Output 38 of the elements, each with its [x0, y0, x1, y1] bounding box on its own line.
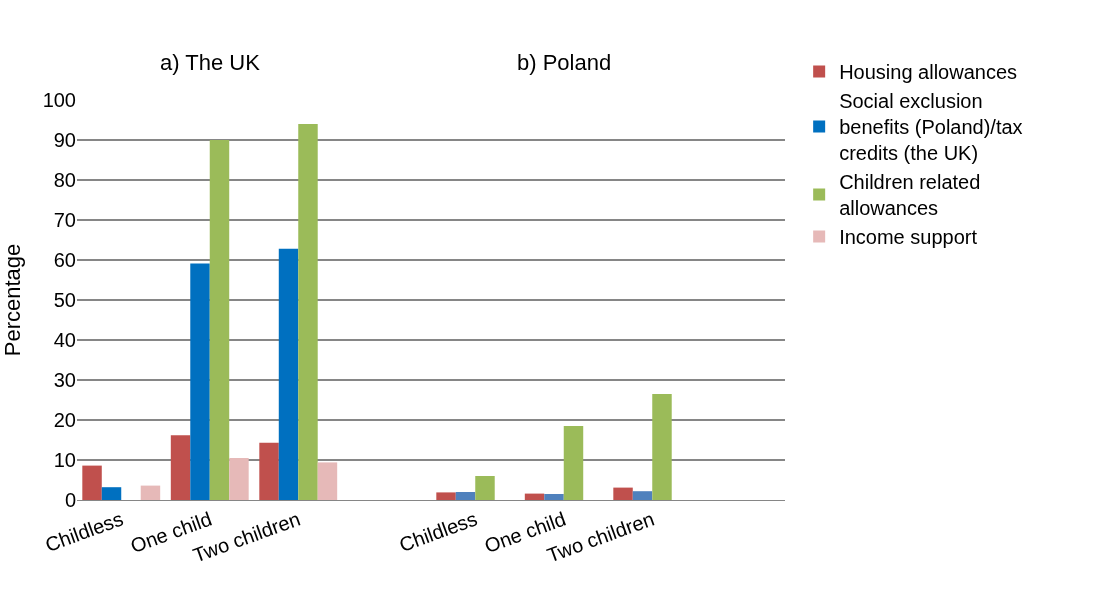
y-tick-label: 80: [53, 169, 76, 191]
bar: [229, 458, 249, 500]
y-tick-label: 20: [53, 409, 76, 431]
y-tick-label: 60: [53, 249, 76, 271]
y-tick-label: 10: [53, 449, 76, 471]
bar: [563, 426, 584, 500]
bar: [436, 492, 456, 500]
text: a) The UK: [160, 50, 261, 75]
bar: [101, 487, 122, 500]
y-tick-label: 50: [53, 289, 76, 311]
bar: [317, 462, 338, 500]
legend-label: Housing allowances: [839, 61, 1018, 84]
bar: [455, 492, 476, 500]
y-tick-label: 70: [53, 209, 76, 231]
bar: [259, 442, 279, 500]
bar: [278, 248, 299, 500]
legend-label: Social exclusion benefits (Poland)/tax credits (the UK): [839, 90, 1023, 165]
y-tick-label: 100: [42, 89, 76, 111]
legend-label: Children related allowances: [839, 171, 981, 220]
bar: [298, 124, 318, 500]
y-tick-label: 40: [53, 329, 76, 351]
bar: [209, 140, 230, 500]
y-tick-label: 30: [53, 369, 76, 391]
bar: [190, 263, 210, 500]
bar: [632, 491, 653, 500]
bar: [475, 476, 495, 500]
bar: [170, 435, 191, 500]
legend-label: Income support: [839, 226, 978, 249]
y-tick-label: 0: [64, 489, 76, 511]
bar: [652, 394, 672, 500]
bar: [544, 494, 564, 500]
text: b) Poland: [517, 50, 612, 75]
bar: [613, 487, 633, 500]
bar: [82, 465, 102, 500]
bar: [524, 493, 545, 500]
y-tick-label: 90: [53, 129, 76, 151]
y-axis-title: Percentage: [0, 243, 26, 357]
bar: [140, 485, 161, 500]
